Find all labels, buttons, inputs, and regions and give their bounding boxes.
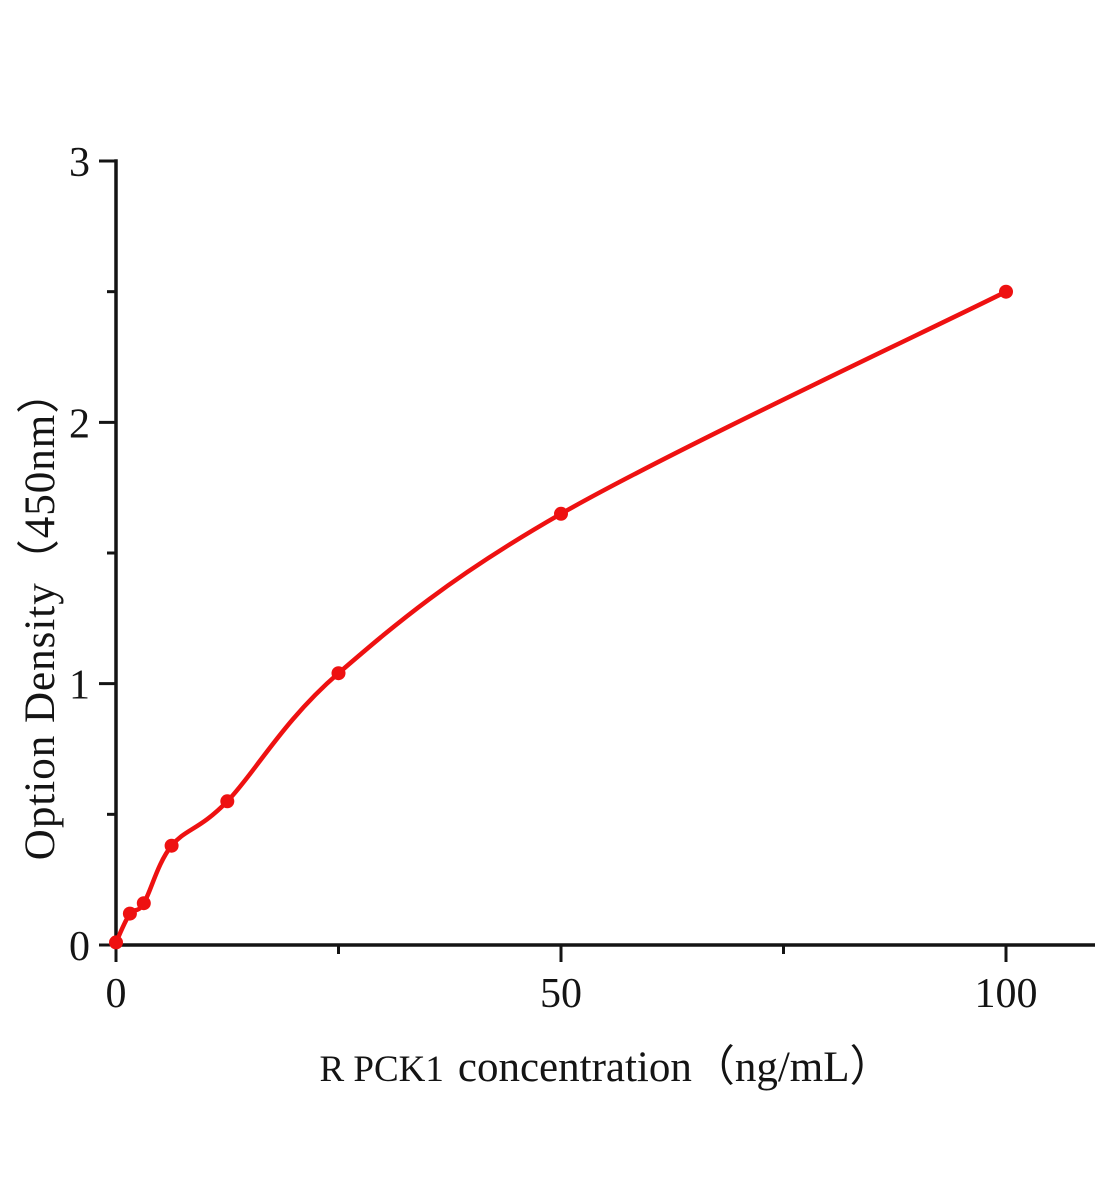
y-axis-title: Option Density（450nm） xyxy=(17,369,64,861)
fit-curve xyxy=(113,289,1009,945)
data-point xyxy=(220,794,235,809)
y-tick-label: 1 xyxy=(69,663,90,709)
data-point xyxy=(331,666,346,681)
y-tick-label: 3 xyxy=(69,140,90,186)
data-point xyxy=(109,935,123,950)
data-point xyxy=(122,906,137,921)
x-axis-title: R PCK1 concentration（ng/mL） xyxy=(116,1032,1096,1094)
data-point xyxy=(164,838,179,853)
x-tick-label: 100 xyxy=(975,971,1038,1017)
x-tick-label: 50 xyxy=(540,971,582,1017)
data-point xyxy=(999,284,1013,299)
x-tick-label: 0 xyxy=(106,971,127,1017)
y-tick-label: 0 xyxy=(69,924,90,970)
x-axis-title-rest: concentration（ng/mL） xyxy=(457,1044,893,1091)
data-point xyxy=(136,896,151,911)
x-axis-title-prefix: R PCK1 xyxy=(319,1049,444,1090)
data-point xyxy=(554,506,568,521)
y-tick-label: 2 xyxy=(69,401,90,447)
